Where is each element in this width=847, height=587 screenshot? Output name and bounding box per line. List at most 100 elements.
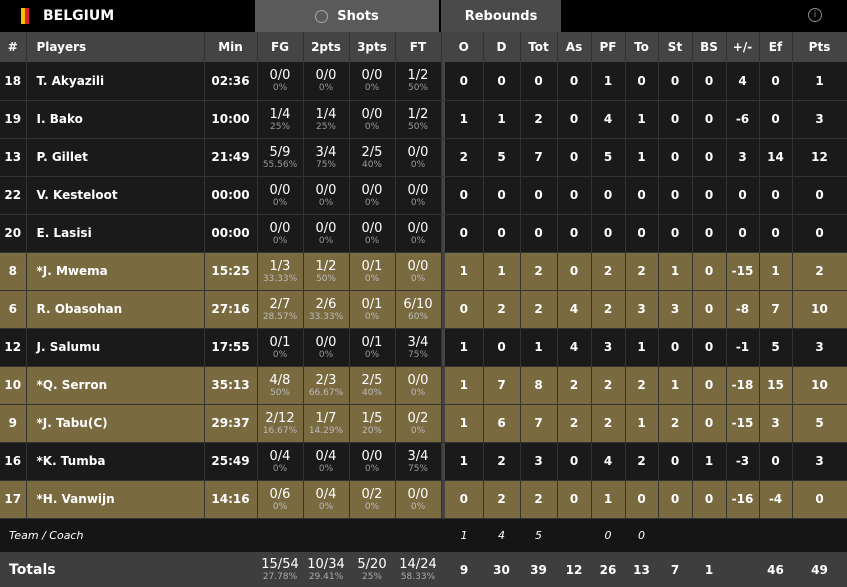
column-header[interactable]: BS xyxy=(692,32,727,62)
stat-value: 0 xyxy=(704,112,714,126)
player-row[interactable]: 12 J. Salumu 17:55 0/1 0% 0/0 0% 0/1 0% 3/4 75% 1 0 1… xyxy=(0,328,847,367)
column-header[interactable]: 2pts xyxy=(303,32,350,62)
stat-value: 5 xyxy=(771,340,780,354)
column-header[interactable]: Ef xyxy=(759,32,793,62)
stat-cell: 0 xyxy=(759,214,793,253)
stat-cell: 0 xyxy=(591,214,626,253)
percentage: 0% xyxy=(318,501,334,512)
column-header[interactable]: FG xyxy=(257,32,304,62)
player-name[interactable]: R. Obasohan xyxy=(36,302,123,316)
player-row[interactable]: 18 T. Akyazili 02:36 0/0 0% 0/0 0% 0/0 0% 1/2 50% 0… xyxy=(0,62,847,101)
tab-shots[interactable]: Shots xyxy=(255,0,441,32)
player-row[interactable]: 20 E. Lasisi 00:00 0/0 0% 0/0 0% 0/0 0% 0/0 0% 0 0 0 0… xyxy=(0,214,847,253)
made-attempted: 0/0 xyxy=(361,220,383,236)
team-coach-row: Team / Coach 1 4 5 0 0 xyxy=(0,518,847,552)
column-header[interactable]: Tot xyxy=(520,32,558,62)
player-row[interactable]: 13 P. Gillet 21:49 5/9 55.56% 3/4 75% 2/5 40% 0/0… xyxy=(0,138,847,177)
stat-value: -3 xyxy=(735,454,750,468)
player-row[interactable]: 17 *H. Vanwijn 14:16 0/6 0% 0/4 0% 0/2 0% 0/0 0% 0 2… xyxy=(0,480,847,519)
player-name[interactable]: *J. Mwema xyxy=(36,264,108,278)
stat-value: 2 xyxy=(534,112,543,126)
stat-cell: 39 xyxy=(520,552,557,587)
player-row[interactable]: 19 I. Bako 10:00 1/4 25% 1/4 25% 0/0 0% 1/2 50% 1 1 2… xyxy=(0,100,847,139)
column-header[interactable]: Players xyxy=(26,32,205,62)
player-name[interactable]: *Q. Serron xyxy=(36,378,108,392)
player-row[interactable]: 10 *Q. Serron 35:13 4/8 50% 2/3 66.67% 2/5 40% 0/… xyxy=(0,366,847,405)
player-name[interactable]: P. Gillet xyxy=(36,150,88,164)
player-name[interactable]: I. Bako xyxy=(36,112,83,126)
column-header[interactable]: O xyxy=(445,32,484,62)
player-name[interactable]: *K. Tumba xyxy=(36,454,106,468)
info-icon[interactable]: i xyxy=(808,8,822,22)
stat-value: 1 xyxy=(637,112,646,126)
player-name[interactable]: V. Kesteloot xyxy=(36,188,118,202)
player-row[interactable]: 6 R. Obasohan 27:16 2/7 28.57% 2/6 33.33% 0/1 0%… xyxy=(0,290,847,329)
percentage: 25% xyxy=(269,121,290,132)
percentage: 66.67% xyxy=(308,387,344,398)
p3-cell: 0/0 0% xyxy=(349,62,396,101)
stat-cell: 0 xyxy=(658,138,693,177)
stat-cell: 1 xyxy=(625,404,659,443)
percentage: 75% xyxy=(407,463,428,474)
percentage: 60% xyxy=(407,311,428,322)
percentage: 29.41% xyxy=(308,572,344,582)
stat-cell: 1 xyxy=(625,100,659,139)
player-row[interactable]: 8 *J. Mwema 15:25 1/3 33.33% 1/2 50% 0/1 0% 0/0 0%… xyxy=(0,252,847,291)
stat-value: 0 xyxy=(670,340,680,354)
player-name[interactable]: E. Lasisi xyxy=(36,226,92,240)
ft-cell: 0/0 0% xyxy=(395,480,442,519)
stat-cell: 0 xyxy=(520,176,558,215)
column-header[interactable]: To xyxy=(625,32,659,62)
player-row[interactable]: 22 V. Kesteloot 00:00 0/0 0% 0/0 0% 0/0 0% 0/0 0% 0… xyxy=(0,176,847,215)
player-name[interactable]: *H. Vanwijn xyxy=(36,492,115,506)
stat-value: 2 xyxy=(459,150,468,164)
percentage: 40% xyxy=(361,159,382,170)
column-header[interactable]: D xyxy=(483,32,521,62)
p3-cell: 0/1 0% xyxy=(349,252,396,291)
player-row[interactable]: 9 *J. Tabu(C) 29:37 2/12 16.67% 1/7 14.29% 1/5 2… xyxy=(0,404,847,443)
stat-value: 2 xyxy=(637,264,646,278)
column-header[interactable]: PF xyxy=(591,32,626,62)
minutes: 35:13 xyxy=(211,378,250,392)
stat-cell: 0 xyxy=(692,252,727,291)
column-header[interactable]: Pts xyxy=(792,32,847,62)
stat-cell: 0 xyxy=(658,176,693,215)
percentage: 0% xyxy=(410,197,426,208)
column-header[interactable]: 3pts xyxy=(349,32,396,62)
stat-cell: 10 xyxy=(792,290,847,329)
p2-cell: 2/3 66.67% xyxy=(303,366,350,405)
stat-cell: 0 xyxy=(759,62,793,101)
stat-value: 1 xyxy=(459,340,468,354)
stat-value: 0 xyxy=(771,454,780,468)
column-divider xyxy=(441,176,445,215)
column-header[interactable]: # xyxy=(0,32,27,62)
player-row[interactable]: 16 *K. Tumba 25:49 0/4 0% 0/4 0% 0/0 0% 3/4 75% 1 2 3… xyxy=(0,442,847,481)
column-header[interactable]: +/- xyxy=(726,32,760,62)
column-header[interactable]: As xyxy=(557,32,592,62)
stat-value: 2 xyxy=(569,416,579,430)
column-header[interactable]: St xyxy=(658,32,693,62)
jersey-cell: 13 xyxy=(0,138,27,177)
stat-cell: 5 xyxy=(759,328,793,367)
team-coach-label: Team / Coach xyxy=(9,528,84,542)
p2-cell: 0/0 0% xyxy=(303,214,350,253)
stat-cell: 3 xyxy=(520,442,558,481)
stat-value: 3 xyxy=(815,454,824,468)
belgium-flag-icon xyxy=(17,8,29,24)
minutes-cell: 25:49 xyxy=(204,442,258,481)
stat-cell: 0 xyxy=(658,328,693,367)
fg-cell: 0/0 0% xyxy=(257,214,304,253)
made-attempted: 2/12 xyxy=(265,410,295,426)
stat-value: 0 xyxy=(704,150,714,164)
player-name[interactable]: J. Salumu xyxy=(36,340,101,354)
player-cell: V. Kesteloot xyxy=(26,176,205,215)
column-header[interactable]: Min xyxy=(204,32,258,62)
fg-cell: 0/0 0% xyxy=(257,62,304,101)
column-headers: # Players Min FG 2pts 3pts FT O D Tot As PF To St BS +/… xyxy=(0,32,847,62)
column-header[interactable]: FT xyxy=(395,32,442,62)
tab-rebounds[interactable]: Rebounds xyxy=(441,0,561,32)
spacer xyxy=(441,552,445,587)
player-name[interactable]: T. Akyazili xyxy=(36,73,105,88)
player-name[interactable]: *J. Tabu(C) xyxy=(36,416,108,430)
stat-cell: 13 xyxy=(625,552,658,587)
